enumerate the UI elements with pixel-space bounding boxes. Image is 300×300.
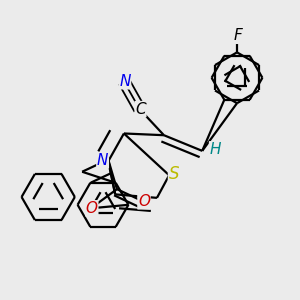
Text: F: F	[234, 28, 242, 43]
Text: O: O	[138, 194, 150, 209]
Text: N: N	[119, 74, 130, 89]
Text: O: O	[86, 201, 98, 216]
Text: S: S	[169, 165, 179, 183]
Text: H: H	[210, 142, 221, 157]
Text: C: C	[135, 102, 146, 117]
Text: N: N	[97, 153, 108, 168]
